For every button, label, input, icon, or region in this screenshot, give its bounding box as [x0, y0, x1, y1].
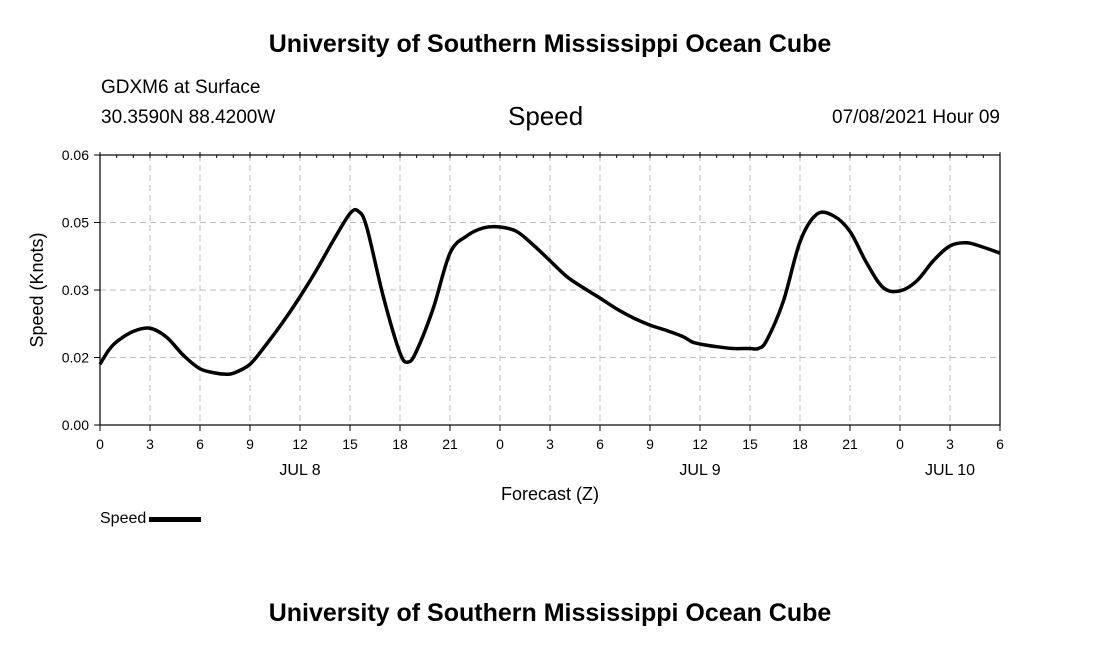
x-axis-label: Forecast (Z) [501, 484, 599, 504]
x-tick-label: 9 [246, 436, 254, 452]
axes: 0 3 6 9 12 15 18 21 0 3 6 9 12 15 18 21 0 3 6 0.00 0.02 0.03 0… [62, 147, 1004, 479]
legend: Speed [100, 510, 202, 528]
y-tick-label: 0.03 [62, 282, 89, 298]
bottom-title: University of Southern Mississippi Ocean… [268, 599, 832, 627]
x-tick-label: 0 [96, 436, 104, 452]
x-tick-label: 6 [196, 436, 204, 452]
x-tick-label: 15 [342, 436, 358, 452]
date-label: JUL 8 [279, 462, 320, 479]
x-tick-label: 3 [146, 436, 154, 452]
x-tick-label: 12 [692, 436, 708, 452]
x-tick-label: 21 [442, 436, 458, 452]
x-tick-label: 12 [292, 436, 308, 452]
x-tick-label: 18 [392, 436, 408, 452]
y-axis-label: Speed (Knots) [27, 232, 47, 347]
grid [100, 155, 1000, 425]
x-tick-label: 3 [946, 436, 954, 452]
plot-frame [99, 154, 1001, 426]
series-layer [98, 207, 1001, 377]
y-tick-label: 0.00 [62, 417, 89, 433]
x-tick-label: 9 [646, 436, 654, 452]
speed-series-line [98, 207, 1001, 377]
y-tick-label: 0.02 [62, 350, 89, 366]
x-tick-label: 6 [596, 436, 604, 452]
y-tick-label: 0.06 [62, 147, 89, 163]
forecast-date: 07/08/2021 Hour 09 [832, 107, 1000, 128]
x-tick-label: 3 [546, 436, 554, 452]
x-tick-label: 21 [842, 436, 858, 452]
legend-label: Speed [100, 510, 147, 527]
date-label: JUL 9 [679, 462, 720, 479]
x-tick-label: 0 [496, 436, 504, 452]
station-label: GDXM6 at Surface [101, 77, 261, 98]
x-tick-label: 15 [742, 436, 758, 452]
date-label: JUL 10 [925, 462, 975, 479]
coordinates-label: 30.3590N 88.4200W [101, 107, 276, 128]
legend-swatch [149, 516, 202, 522]
chart-title: Speed [508, 101, 584, 131]
x-tick-label: 18 [792, 436, 808, 452]
top-title: University of Southern Mississippi Ocean… [268, 30, 832, 58]
x-tick-label: 0 [896, 436, 904, 452]
y-tick-label: 0.05 [62, 215, 89, 231]
x-tick-label: 6 [996, 436, 1004, 452]
